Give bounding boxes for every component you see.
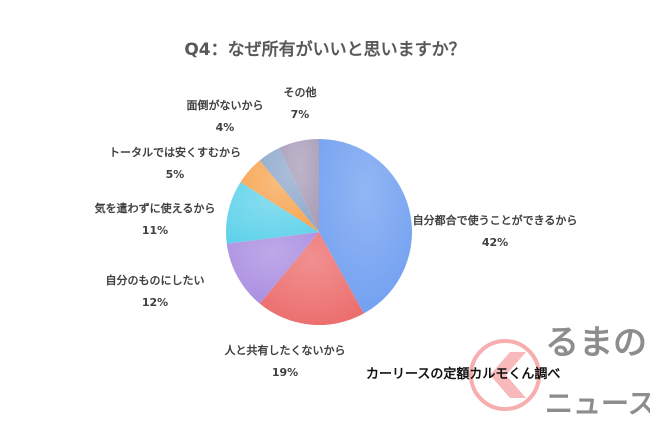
slice-value-label: 42% [481,236,509,249]
pie-slice-6 [279,139,319,232]
slice-value-label: 4% [215,121,235,134]
slice-value-label: 11% [141,224,169,237]
slice-label-text: 人と共有したくないから [224,344,346,357]
slice-label-2: 自分のものにしたい 12% [90,270,220,314]
slice-label-4: トータルでは安くすむから 5% [85,142,265,186]
slice-label-text: その他 [283,86,317,99]
slice-label-text: 気を遣わずに使えるから [94,202,216,215]
slice-label-text: 自分のものにしたい [105,274,205,287]
slice-value-label: 19% [271,366,299,379]
pie-slice-0 [319,139,412,314]
slice-label-text: トータルでは安くすむから [109,146,241,159]
logo-text-top: るまの [545,323,647,363]
slice-label-6: その他 7% [265,82,335,126]
pie-slice-1 [259,232,364,325]
slice-label-1: 人と共有したくないから 19% [200,340,370,384]
slice-label-text: 面倒がないから [186,99,264,112]
source-note: カーリースの定額カルモくん調べ [366,367,561,382]
slice-value-label: 7% [290,108,310,121]
pie-slice-5 [259,147,319,232]
logo-text-bottom: ニュース [545,387,650,420]
pie-slice-2 [226,232,319,304]
slice-value-label: 5% [165,168,185,181]
pie-slice-4 [240,160,319,232]
pie-slice-3 [225,182,319,244]
slice-value-label: 12% [141,296,169,309]
slice-label-0: 自分都合で使うことができるから 42% [410,210,580,254]
slice-label-5: 面倒がないから 4% [170,95,280,139]
slice-label-3: 気を遣わずに使えるから 11% [70,198,240,242]
slice-label-text: 自分都合で使うことができるから [412,214,578,227]
chart-title: Q4：なぜ所有がいいと思いますか？ [184,40,466,60]
